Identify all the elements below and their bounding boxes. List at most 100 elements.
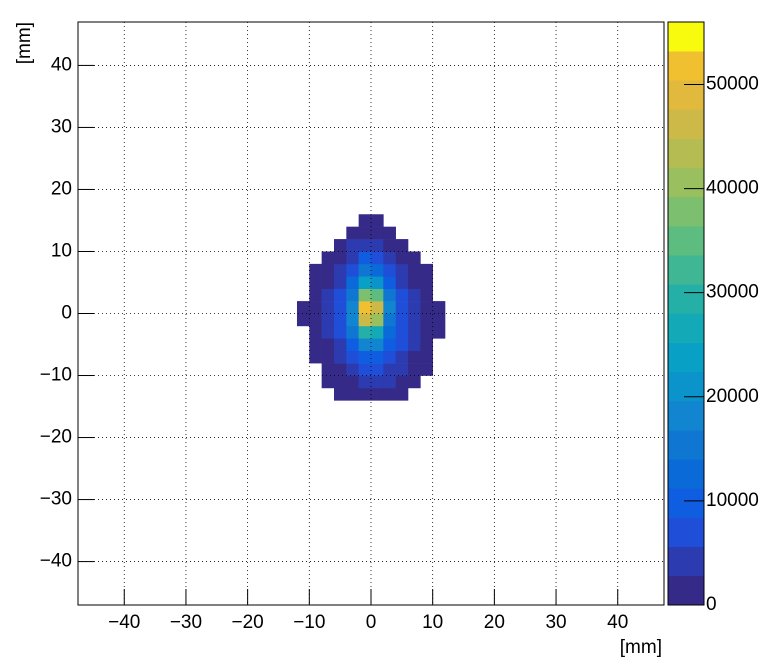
cell xyxy=(321,338,335,352)
cell xyxy=(333,251,347,265)
cell xyxy=(395,363,409,376)
cell xyxy=(408,301,421,314)
colorbar-band xyxy=(668,575,704,606)
cell xyxy=(408,288,421,302)
cell xyxy=(395,325,409,339)
cell xyxy=(408,338,421,352)
cell xyxy=(408,325,421,339)
colorbar-tick-label: 40000 xyxy=(706,178,759,199)
cell xyxy=(321,251,335,265)
cell xyxy=(346,375,359,389)
cell xyxy=(309,350,322,364)
cell xyxy=(333,325,347,339)
colorbar-band xyxy=(668,430,704,460)
cell xyxy=(408,363,421,376)
cell xyxy=(309,313,322,327)
cell xyxy=(420,263,433,277)
cell xyxy=(371,251,384,265)
cell xyxy=(383,251,396,265)
y-tick-label: −30 xyxy=(40,489,72,510)
cell xyxy=(371,363,384,376)
cell xyxy=(346,288,359,302)
cell xyxy=(395,288,409,302)
cell xyxy=(371,338,384,352)
cell xyxy=(383,313,396,327)
cell xyxy=(420,338,433,352)
cell xyxy=(358,239,372,252)
colorbar-band xyxy=(668,80,704,110)
colorbar-band xyxy=(668,546,704,577)
cell xyxy=(346,301,359,314)
colorbar-band xyxy=(668,167,704,198)
colorbar-band xyxy=(668,138,704,169)
cell xyxy=(321,363,335,376)
cell xyxy=(358,251,372,265)
cell xyxy=(321,288,335,302)
x-axis-title: [mm] xyxy=(620,637,662,658)
cell xyxy=(346,338,359,352)
colorbar-tick-label: 50000 xyxy=(706,73,759,94)
cell xyxy=(420,276,433,289)
cell xyxy=(346,226,359,240)
cell xyxy=(383,375,396,389)
cell xyxy=(321,301,335,314)
cell xyxy=(420,288,433,302)
cell xyxy=(321,263,335,277)
y-axis-title: [mm] xyxy=(14,22,35,64)
cell xyxy=(296,301,310,314)
cell xyxy=(395,338,409,352)
cell xyxy=(371,325,384,339)
y-tick-label: 0 xyxy=(61,303,72,324)
cell xyxy=(346,387,359,401)
cell xyxy=(371,276,384,289)
cell xyxy=(309,338,322,352)
cell xyxy=(346,363,359,376)
y-tick-label: 10 xyxy=(51,240,72,261)
x-tick-label: −10 xyxy=(293,612,325,633)
cell xyxy=(408,313,421,327)
cell xyxy=(333,239,347,252)
cell xyxy=(371,214,384,227)
x-tick-label: 30 xyxy=(545,612,566,633)
y-tick-label: 40 xyxy=(51,54,72,75)
cell xyxy=(383,263,396,277)
cell xyxy=(321,350,335,364)
colorbar-band xyxy=(668,400,704,431)
cell xyxy=(395,239,409,252)
cell xyxy=(432,313,446,327)
cell xyxy=(321,325,335,339)
cell xyxy=(309,263,322,277)
cell xyxy=(358,375,372,389)
x-tick-label: 20 xyxy=(484,612,505,633)
cell xyxy=(395,301,409,314)
colorbar-tick-label: 30000 xyxy=(706,282,759,303)
x-tick-label: −20 xyxy=(232,612,264,633)
cell xyxy=(358,214,372,227)
cell xyxy=(383,350,396,364)
cell xyxy=(371,226,384,240)
cell xyxy=(346,350,359,364)
cell xyxy=(371,350,384,364)
colorbar-band xyxy=(668,342,704,373)
colorbar-band xyxy=(668,196,704,227)
cell xyxy=(395,276,409,289)
cell xyxy=(346,313,359,327)
colorbar-band xyxy=(668,459,704,489)
cell xyxy=(395,350,409,364)
cell xyxy=(321,313,335,327)
cell xyxy=(309,325,322,339)
cell xyxy=(383,325,396,339)
y-tick-label: 30 xyxy=(51,116,72,137)
cell xyxy=(333,363,347,376)
colorbar-band xyxy=(668,488,704,518)
cell xyxy=(333,276,347,289)
cell xyxy=(321,375,335,389)
cell xyxy=(358,263,372,277)
colorbar-tick-label: 10000 xyxy=(706,490,759,511)
cell xyxy=(333,288,347,302)
cell xyxy=(346,263,359,277)
cell xyxy=(333,301,347,314)
cell xyxy=(432,301,446,314)
cell xyxy=(371,288,384,302)
